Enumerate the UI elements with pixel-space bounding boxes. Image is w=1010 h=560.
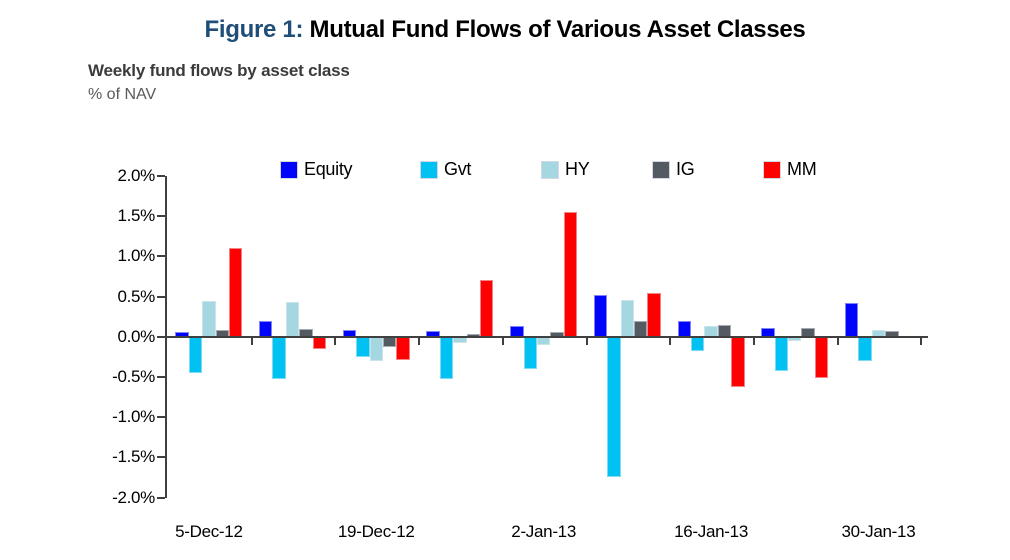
legend-label-gvt: Gvt	[444, 159, 472, 179]
legend-item-mm: MM	[763, 159, 817, 180]
bar-gvt-5-Dec-12	[188, 336, 203, 373]
legend-label-hy: HY	[565, 159, 590, 179]
bar-equity-16-Jan-13	[677, 321, 691, 337]
x-axis-label: 19-Dec-12	[337, 522, 415, 541]
x-axis-label: 2-Jan-13	[511, 522, 576, 541]
bar-mm-2-Jan-13	[563, 212, 578, 337]
legend-swatch-mm	[763, 160, 781, 179]
bar-gvt-26-Dec-12	[439, 336, 454, 380]
bar-mm-23-Jan-13	[814, 336, 829, 378]
y-axis-tick-mark	[157, 496, 165, 499]
x-axis-tick-mark	[920, 338, 923, 346]
y-axis-tick-label: -0.5%	[112, 366, 155, 386]
x-axis-tick-mark	[250, 338, 253, 346]
legend-item-ig: IG	[652, 159, 695, 180]
bar-mm-19-Dec-12	[396, 336, 410, 361]
bar-gvt-23-Jan-13	[774, 336, 789, 372]
figure-title: Figure 1: Mutual Fund Flows of Various A…	[0, 16, 1010, 44]
bar-hy-19-Dec-12	[369, 336, 383, 361]
x-axis-label: 16-Jan-13	[674, 522, 748, 541]
x-axis-tick-mark	[501, 338, 504, 346]
y-axis-tick-mark	[157, 255, 165, 258]
bar-equity-19-Dec-12	[342, 329, 357, 337]
bar-mm-26-Dec-12	[480, 279, 494, 337]
x-axis-label: 30-Jan-13	[841, 522, 916, 541]
y-axis-tick-label: 2.0%	[117, 166, 155, 185]
x-axis-tick-mark	[752, 338, 755, 346]
y-axis-tick-mark	[157, 295, 165, 298]
y-axis-tick-label: -1.5%	[112, 447, 155, 467]
chart-subtitle: Weekly fund flows by asset class	[88, 61, 350, 80]
x-axis-tick-mark	[669, 338, 672, 346]
bar-hy-12-Dec-12	[285, 302, 300, 337]
bar-mm-9-Jan-13	[647, 292, 661, 337]
bar-equity-26-Dec-12	[426, 331, 440, 337]
y-axis-tick-mark	[157, 416, 165, 419]
bar-ig-26-Dec-12	[466, 334, 481, 337]
bar-gvt-2-Jan-13	[523, 336, 537, 369]
y-axis-tick-label: -1.0%	[112, 407, 155, 427]
legend-swatch-gvt	[420, 160, 438, 179]
legend-label-ig: IG	[676, 159, 695, 179]
bar-hy-9-Jan-13	[620, 299, 635, 337]
y-axis-tick-label: 0.5%	[117, 286, 155, 306]
x-axis-tick-mark	[418, 338, 421, 346]
bar-hy-2-Jan-13	[536, 336, 551, 345]
bar-ig-9-Jan-13	[634, 320, 648, 337]
y-axis-tick-mark	[157, 335, 165, 338]
bar-equity-2-Jan-13	[510, 326, 524, 337]
chart-units-label: % of NAV	[88, 86, 157, 103]
bar-hy-30-Jan-13	[871, 330, 886, 337]
bar-equity-9-Jan-13	[593, 294, 608, 337]
legend-label-mm: MM	[787, 159, 817, 179]
bar-hy-16-Jan-13	[704, 326, 718, 337]
legend-item-hy: HY	[541, 159, 590, 180]
x-axis-tick-mark	[836, 338, 839, 346]
legend-item-gvt: Gvt	[420, 159, 472, 180]
legend-swatch-equity	[280, 160, 298, 179]
bar-gvt-19-Dec-12	[356, 336, 370, 357]
bar-ig-19-Dec-12	[382, 336, 397, 348]
x-axis-label: 5-Dec-12	[175, 522, 243, 541]
bar-hy-23-Jan-13	[788, 336, 802, 341]
y-axis-tick-label: -2.0%	[112, 487, 155, 507]
bar-ig-12-Dec-12	[299, 328, 313, 337]
bar-ig-23-Jan-13	[801, 327, 815, 337]
y-axis-tick-mark	[157, 175, 165, 177]
legend-item-equity: Equity	[280, 159, 353, 180]
y-axis-tick-label: 1.0%	[117, 246, 155, 266]
bar-equity-30-Jan-13	[844, 302, 859, 337]
y-axis-tick-mark	[157, 456, 165, 459]
bar-equity-23-Jan-13	[761, 327, 775, 337]
bar-hy-5-Dec-12	[202, 301, 216, 337]
bar-gvt-16-Jan-13	[690, 336, 705, 352]
bar-gvt-30-Jan-13	[858, 336, 872, 361]
bar-ig-16-Jan-13	[717, 324, 732, 337]
figure-title-prefix: Figure 1:	[204, 16, 304, 43]
bar-ig-5-Dec-12	[215, 330, 229, 337]
y-axis-tick-label: 1.5%	[117, 206, 155, 226]
bar-equity-12-Dec-12	[259, 320, 273, 337]
bar-gvt-12-Dec-12	[272, 336, 286, 380]
y-axis-tick-mark	[157, 215, 165, 218]
figure-title-text: Mutual Fund Flows of Various Asset Class…	[303, 16, 806, 43]
bar-gvt-9-Jan-13	[607, 336, 621, 478]
legend-swatch-ig	[652, 160, 670, 179]
x-axis-tick-mark	[334, 338, 337, 346]
bar-mm-16-Jan-13	[731, 336, 745, 387]
x-axis-zero-line	[165, 335, 928, 339]
bar-equity-5-Dec-12	[175, 331, 189, 337]
y-axis-tick-label: 0.0%	[117, 326, 155, 346]
x-axis-tick-mark	[585, 338, 588, 346]
legend-label-equity: Equity	[304, 159, 353, 179]
bar-mm-12-Dec-12	[312, 336, 327, 349]
bar-ig-30-Jan-13	[885, 331, 899, 337]
legend-swatch-hy	[541, 160, 559, 179]
y-axis-tick-mark	[157, 375, 165, 378]
bar-mm-5-Dec-12	[228, 248, 243, 337]
bar-ig-2-Jan-13	[550, 331, 564, 337]
bar-hy-26-Dec-12	[453, 336, 467, 344]
